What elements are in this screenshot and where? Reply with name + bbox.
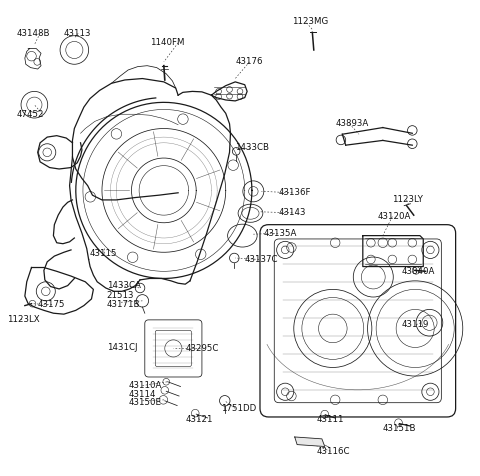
Text: 43110A: 43110A xyxy=(128,381,161,390)
Text: 1433CB: 1433CB xyxy=(235,143,269,152)
Text: 1123LX: 1123LX xyxy=(7,316,39,324)
Text: 1751DD: 1751DD xyxy=(221,404,256,413)
Text: 43116C: 43116C xyxy=(316,447,349,456)
Text: 43175: 43175 xyxy=(38,300,65,309)
Text: 43840A: 43840A xyxy=(402,267,435,276)
Text: 47452: 47452 xyxy=(16,110,44,119)
Text: 43176: 43176 xyxy=(235,58,263,66)
Text: 43111: 43111 xyxy=(316,416,344,424)
Text: 1123MG: 1123MG xyxy=(292,17,329,26)
Text: 1140FM: 1140FM xyxy=(150,39,184,47)
Text: 1431CJ: 1431CJ xyxy=(107,343,137,352)
Text: 43120A: 43120A xyxy=(378,212,411,221)
Text: 43150E: 43150E xyxy=(128,398,161,407)
Text: 43115: 43115 xyxy=(90,249,118,258)
Text: 1433CA: 1433CA xyxy=(107,281,141,290)
Text: 43136F: 43136F xyxy=(278,188,311,197)
Text: 43295C: 43295C xyxy=(185,344,218,353)
Text: 43113: 43113 xyxy=(64,29,91,38)
Text: 43114: 43114 xyxy=(128,390,156,398)
Text: 43121: 43121 xyxy=(185,416,213,424)
Text: 43137C: 43137C xyxy=(245,255,278,264)
Text: 1123LY: 1123LY xyxy=(392,196,423,204)
Text: 21513: 21513 xyxy=(107,291,134,299)
Text: 43151B: 43151B xyxy=(383,424,416,433)
Text: 43135A: 43135A xyxy=(264,229,297,238)
Polygon shape xyxy=(295,437,325,446)
Text: 43171B: 43171B xyxy=(107,300,140,309)
Text: 43143: 43143 xyxy=(278,208,306,217)
Text: 43893A: 43893A xyxy=(335,119,369,128)
Text: 43119: 43119 xyxy=(402,320,429,329)
Text: 43148B: 43148B xyxy=(16,29,50,38)
